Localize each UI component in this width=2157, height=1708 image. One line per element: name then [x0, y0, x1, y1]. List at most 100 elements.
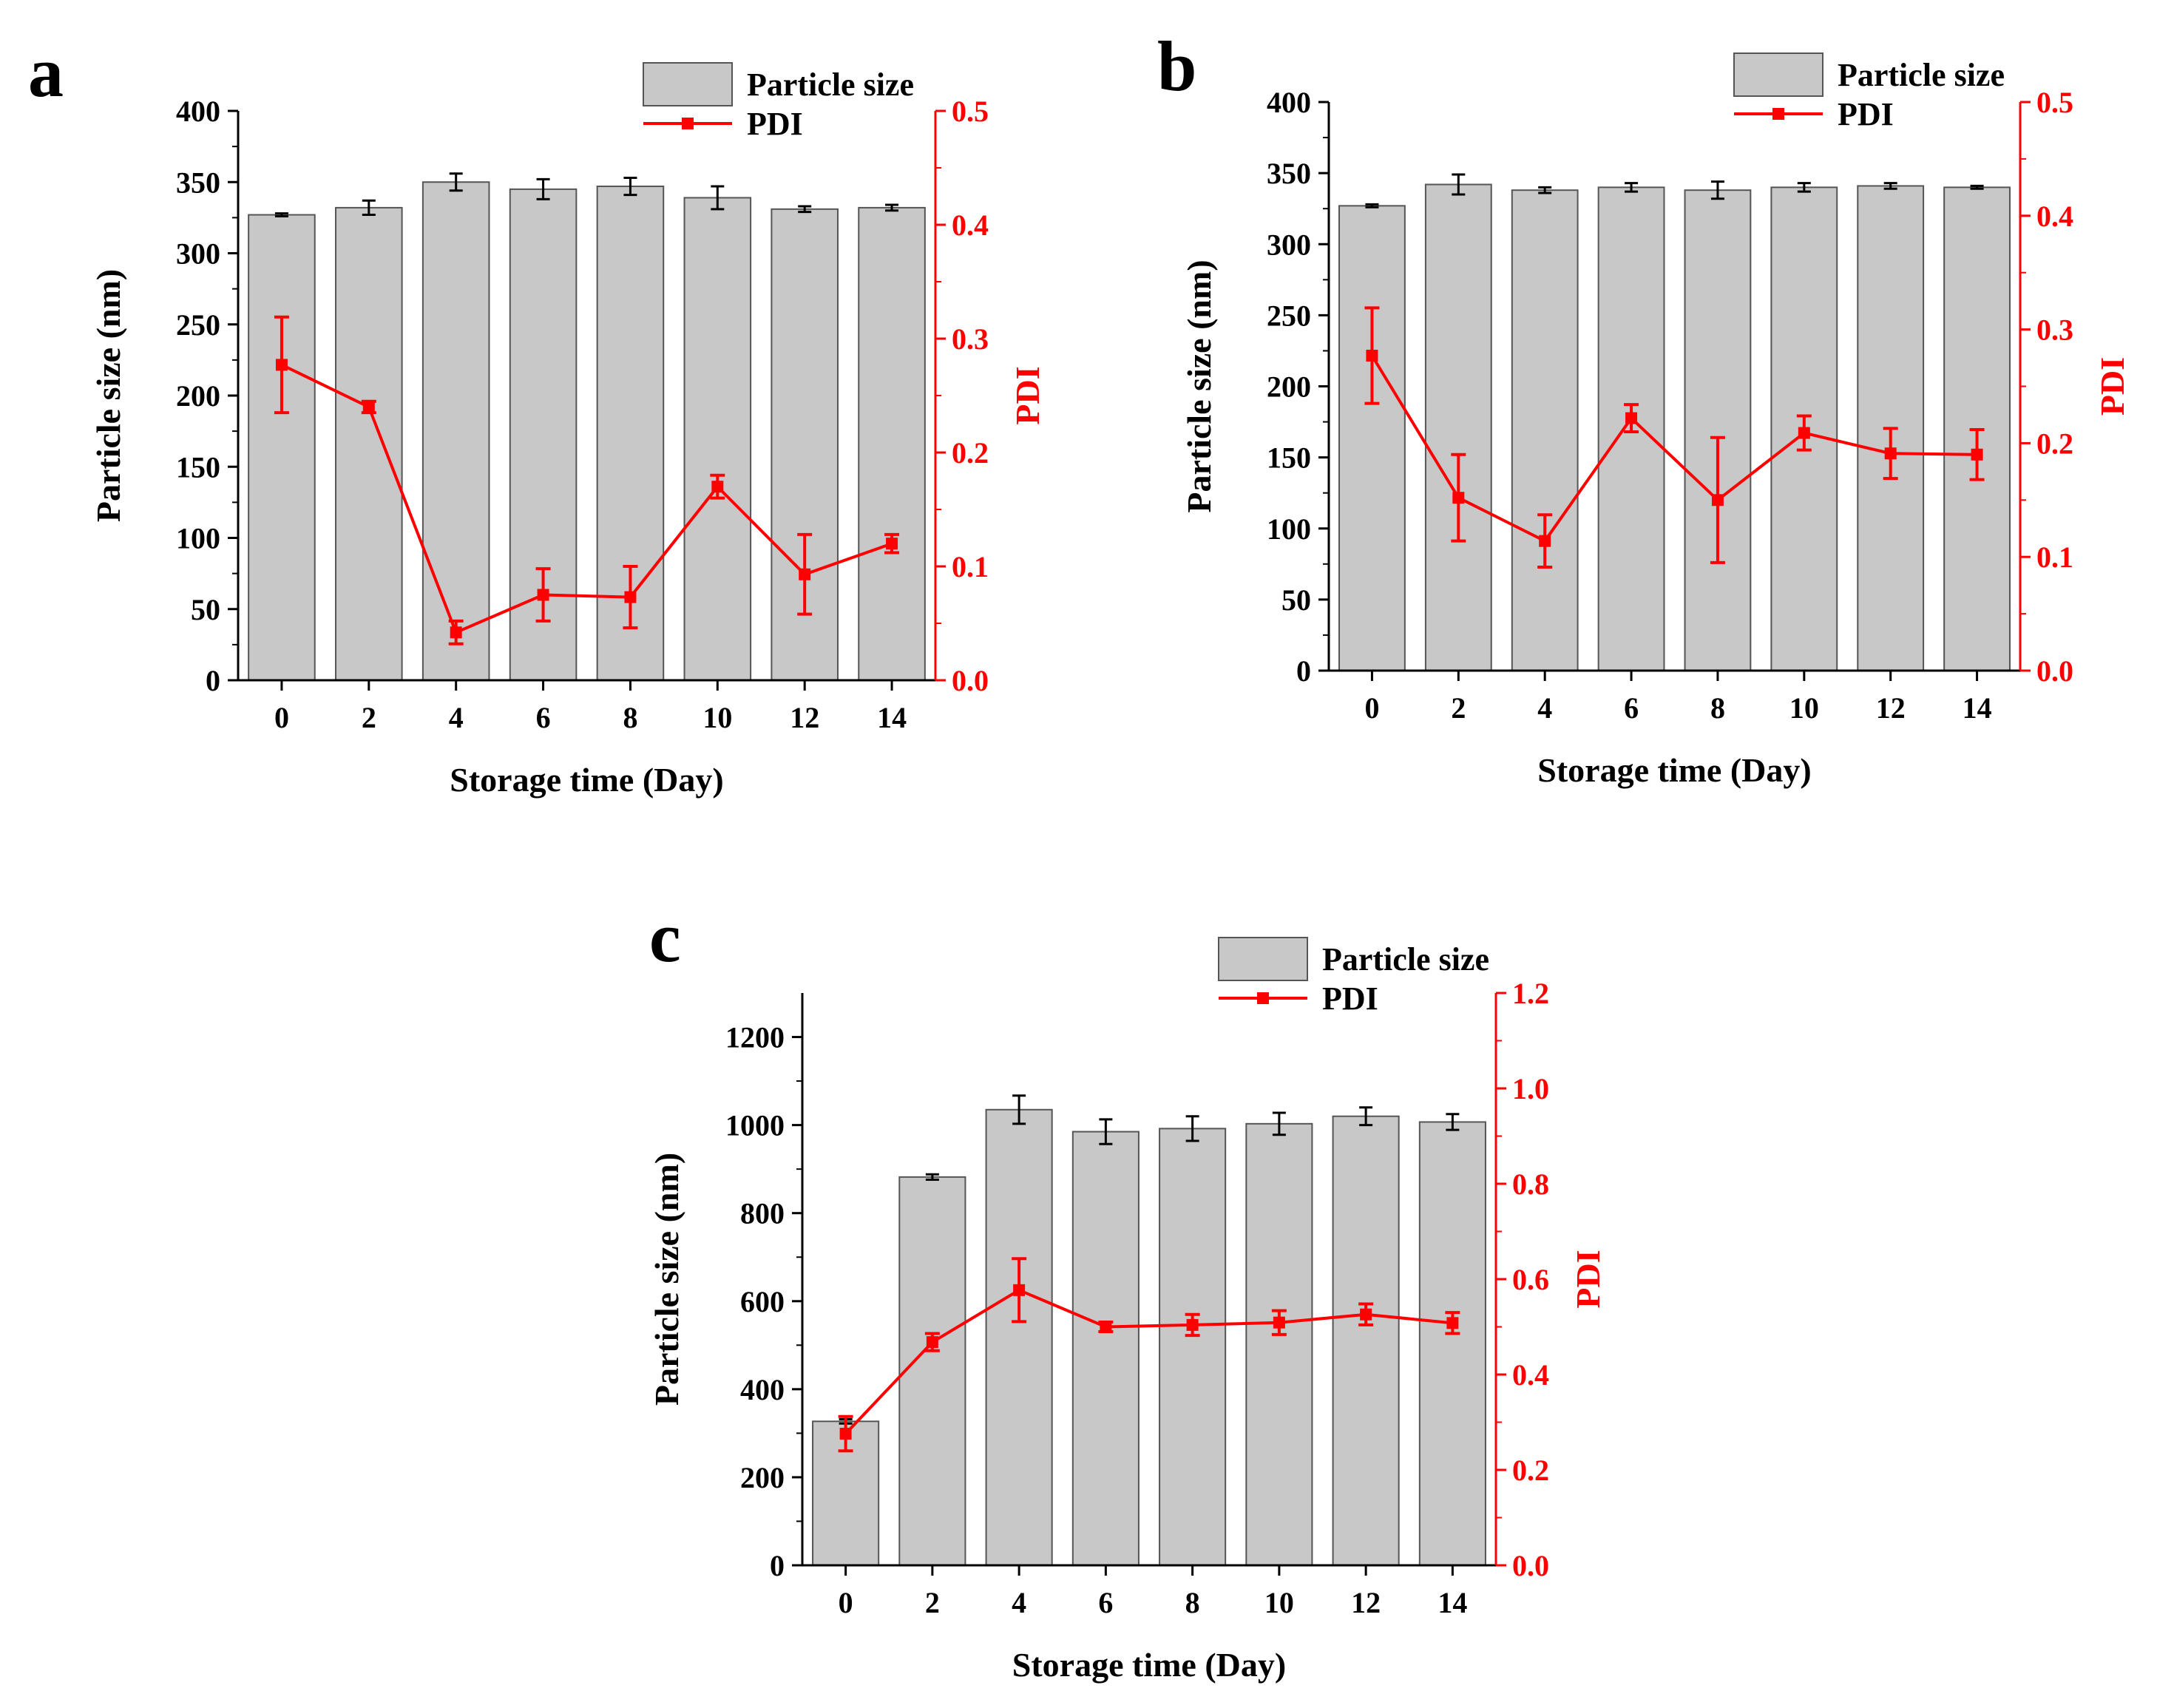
x-tick-label: 2: [362, 701, 376, 734]
particle-size-error-bar: [1797, 182, 1811, 193]
particle-size-error-bar: [536, 177, 550, 200]
pdi-point: [1711, 494, 1724, 506]
x-tick-label: 4: [449, 701, 464, 734]
x-tick-label: 6: [1624, 691, 1639, 725]
pdi-point: [1366, 349, 1378, 362]
right-tick-label: 0.2: [2036, 427, 2073, 460]
legend-bar-label: Particle size: [1322, 941, 1489, 977]
left-tick-label: 0: [206, 664, 220, 697]
right-tick-label: 0.5: [2036, 86, 2073, 119]
pdi-point: [839, 1427, 852, 1440]
x-tick-label: 14: [1963, 691, 1992, 725]
x-tick-label: 14: [877, 701, 907, 734]
right-tick-label: 1.0: [1512, 1072, 1549, 1105]
particle-size-error-bar: [885, 203, 899, 212]
left-tick-label: 50: [1281, 583, 1311, 617]
particle-size-error-bar: [1012, 1094, 1026, 1125]
pdi-point: [799, 568, 811, 580]
x-tick-label: 12: [790, 701, 819, 734]
right-tick-label: 0.8: [1512, 1168, 1549, 1201]
pdi-point: [886, 538, 898, 550]
x-tick-label: 8: [1185, 1586, 1200, 1619]
particle-size-error-bar: [449, 172, 463, 192]
x-tick-label: 2: [1451, 691, 1466, 725]
particle-size-error-bar: [1359, 1106, 1373, 1127]
panel-letter: b: [1157, 27, 1196, 106]
particle-size-bar: [858, 206, 926, 681]
left-tick-label: 250: [1267, 299, 1311, 332]
particle-size-bar: [1245, 1122, 1313, 1566]
left-tick-label: 250: [176, 308, 220, 342]
pdi-point: [1013, 1284, 1026, 1296]
panel-letter: a: [28, 33, 64, 112]
left-tick-label: 400: [740, 1373, 785, 1406]
right-axis-title: PDI: [1569, 1250, 1607, 1308]
particle-size-bar: [683, 197, 752, 681]
right-tick-label: 0.2: [952, 436, 989, 470]
right-tick-label: 1.2: [1512, 977, 1549, 1010]
particle-size-bar: [248, 214, 316, 681]
left-tick-label: 0: [1296, 654, 1311, 688]
x-tick-label: 12: [1351, 1586, 1381, 1619]
particle-size-bar: [335, 206, 403, 681]
particle-size-bar: [1511, 189, 1579, 671]
x-tick-label: 2: [925, 1586, 940, 1619]
pdi-point: [537, 589, 549, 601]
particle-size-bar: [1684, 189, 1752, 671]
left-tick-label: 150: [1267, 441, 1311, 475]
particle-size-error-bar: [798, 205, 812, 214]
particle-size-bar: [1424, 183, 1492, 671]
x-tick-label: 0: [1364, 691, 1379, 725]
pdi-point: [1360, 1308, 1372, 1321]
right-tick-label: 0.0: [2036, 654, 2073, 688]
particle-size-error-bar: [711, 185, 725, 211]
particle-size-error-bar: [1272, 1111, 1286, 1136]
pdi-point: [1452, 492, 1465, 504]
pdi-point: [1186, 1318, 1199, 1331]
left-tick-label: 600: [740, 1285, 785, 1318]
right-axis-title: PDI: [1009, 366, 1046, 424]
legend-line-marker: [1772, 108, 1784, 120]
pdi-point: [1273, 1316, 1285, 1329]
right-tick-label: 0.3: [952, 322, 989, 356]
pdi-point: [1884, 447, 1897, 460]
particle-size-error-bar: [1538, 186, 1552, 194]
legend-bar-label: Particle size: [747, 67, 914, 103]
pdi-point: [362, 401, 375, 413]
left-tick-label: 350: [1267, 157, 1311, 190]
legend-bar-swatch: [1733, 52, 1824, 97]
particle-size-error-bar: [362, 199, 376, 217]
right-tick-label: 0.6: [1512, 1263, 1549, 1296]
legend-line-label: PDI: [747, 106, 803, 142]
pdi-line: [1370, 354, 1977, 543]
right-tick-label: 0.4: [2036, 200, 2073, 233]
particle-size-error-bar: [1185, 1115, 1199, 1142]
left-tick-label: 200: [176, 379, 220, 413]
right-tick-label: 0.0: [952, 664, 989, 697]
right-tick-label: 0.4: [952, 209, 989, 242]
left-tick-label: 150: [176, 450, 220, 484]
particle-size-bar: [1338, 205, 1406, 671]
legend-bar-swatch: [643, 62, 733, 106]
x-tick-label: 0: [274, 701, 289, 734]
left-tick-label: 1000: [725, 1109, 785, 1142]
left-tick-label: 300: [1267, 228, 1311, 261]
pdi-point: [275, 359, 288, 371]
particle-size-error-bar: [623, 176, 637, 197]
left-axis-title: Particle size (nm): [89, 269, 127, 522]
left-tick-label: 50: [191, 593, 220, 626]
left-tick-label: 350: [176, 166, 220, 199]
pdi-point: [1971, 448, 1983, 461]
pdi-point: [1446, 1317, 1459, 1329]
legend-line-marker: [682, 118, 694, 129]
left-tick-label: 300: [176, 237, 220, 271]
x-tick-label: 8: [623, 701, 637, 734]
left-axis-title: Particle size (nm): [648, 1153, 685, 1406]
pdi-point: [926, 1336, 938, 1349]
panel-c: c 0 200 400 600 800 1000 1200 0.0 0.2 0.4 0.6 0.8 1.0…: [648, 898, 1607, 1684]
left-tick-label: 0: [770, 1549, 785, 1582]
x-tick-label: 6: [1098, 1586, 1113, 1619]
particle-size-bar: [1332, 1115, 1400, 1566]
